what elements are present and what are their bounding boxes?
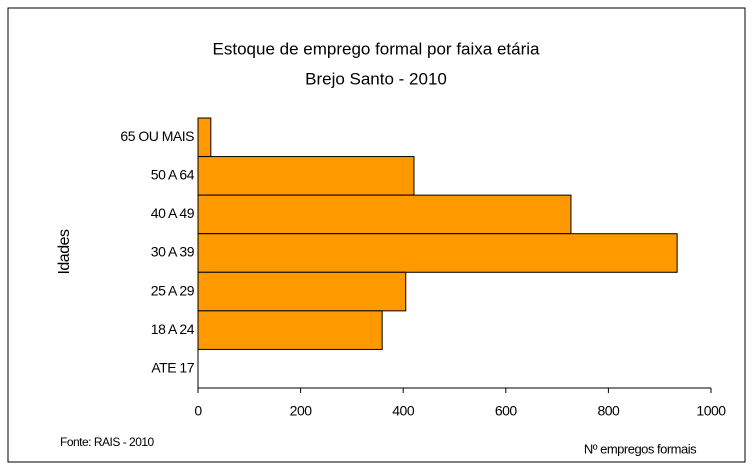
x-axis-label: Nº empregos formais — [584, 441, 697, 456]
source-note: Fonte: RAIS - 2010 — [60, 435, 155, 449]
y-tick-label: 25 A 29 — [151, 282, 195, 298]
y-tick-label: 50 A 64 — [151, 167, 195, 183]
bar — [197, 156, 415, 196]
x-tick-label: 600 — [495, 403, 518, 419]
chart-title: Estoque de emprego formal por faixa etár… — [213, 39, 541, 58]
y-tick-label: 40 A 49 — [151, 205, 195, 221]
bar — [197, 117, 212, 158]
y-tick-label: 30 A 39 — [151, 244, 195, 260]
y-axis-label: Idades — [56, 229, 73, 275]
x-tick-label: 800 — [597, 403, 620, 419]
bar — [197, 271, 407, 312]
y-tick-label: 18 A 24 — [151, 321, 195, 337]
y-tick-label: 65 OU MAIS — [120, 128, 194, 144]
x-tick-label: 0 — [194, 403, 202, 419]
x-tick-label: 200 — [290, 403, 313, 419]
bar — [197, 194, 572, 235]
y-tick-label: ATE 17 — [151, 359, 194, 375]
x-tick-label: 1000 — [696, 403, 726, 419]
chart-subtitle: Brejo Santo - 2010 — [305, 69, 447, 88]
bar — [197, 233, 678, 273]
x-tick-label: 400 — [392, 403, 415, 419]
bar — [197, 310, 383, 350]
